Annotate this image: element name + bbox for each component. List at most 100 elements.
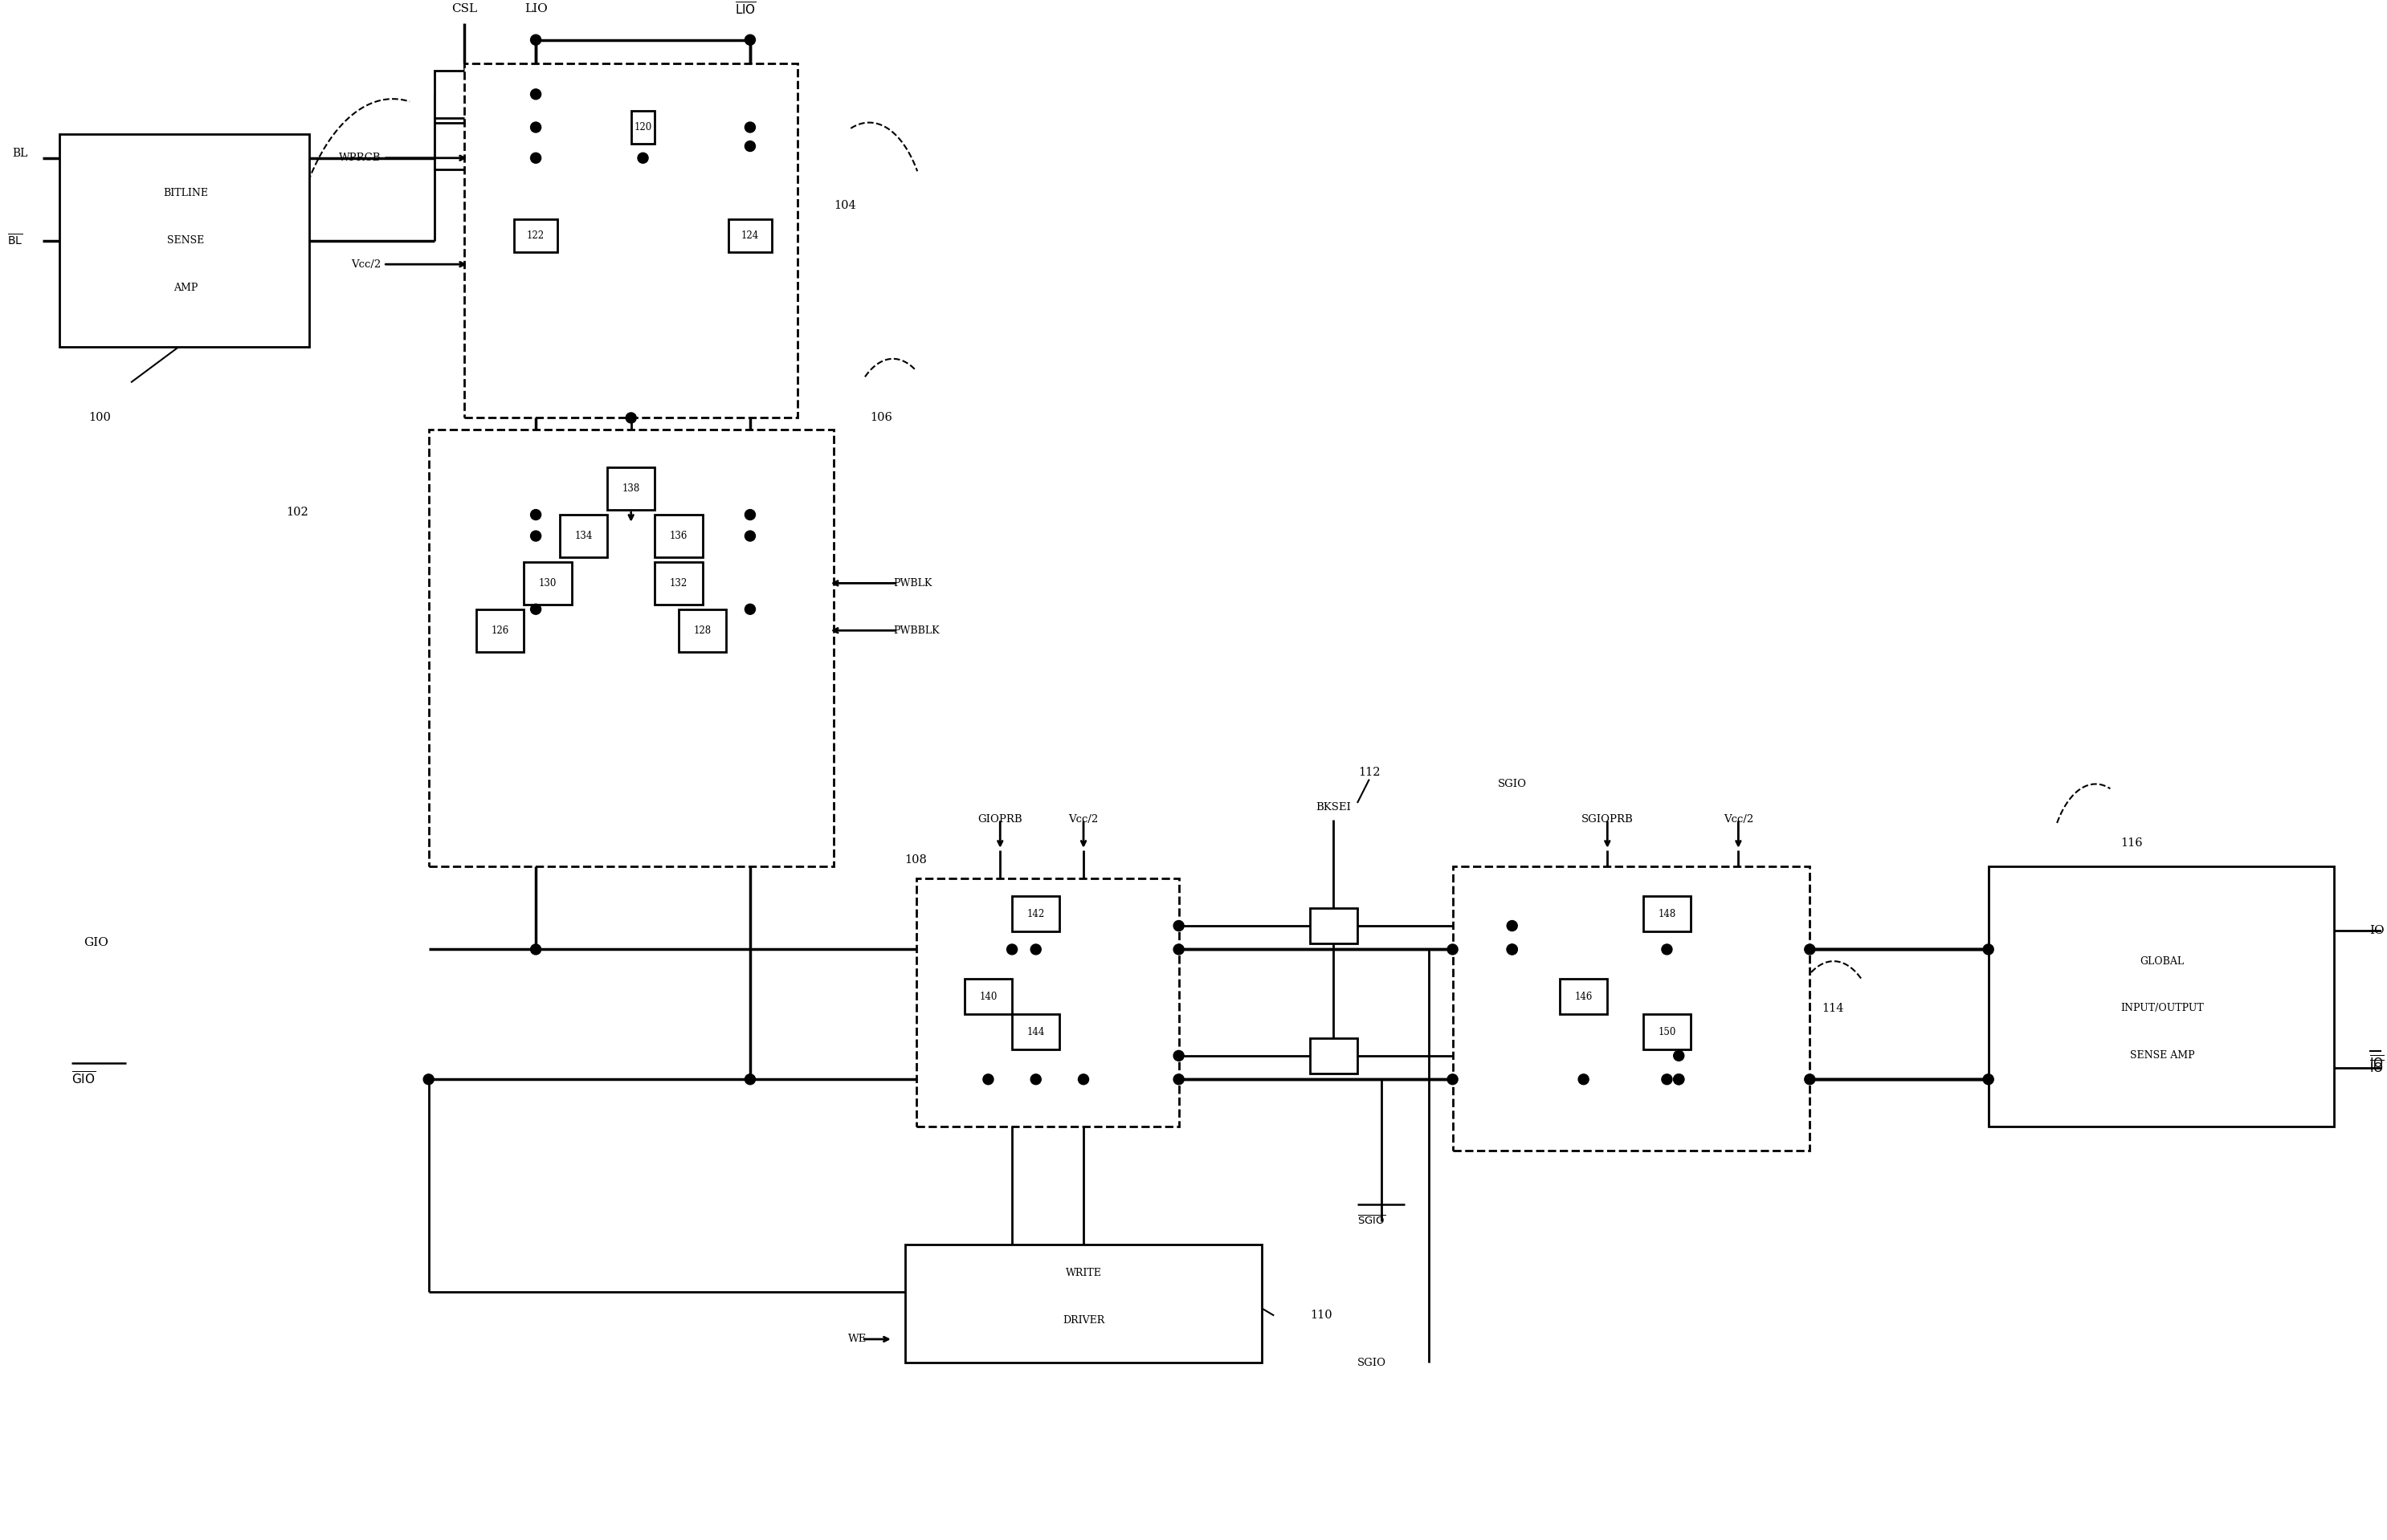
- Circle shape: [745, 510, 754, 521]
- Text: 140: 140: [979, 992, 998, 1003]
- Text: 134: 134: [575, 531, 592, 541]
- Circle shape: [1031, 1073, 1041, 1084]
- Text: SGIOPRB: SGIOPRB: [1580, 815, 1633, 825]
- Text: 102: 102: [286, 507, 308, 517]
- Bar: [917, 878, 1179, 1127]
- Bar: [523, 562, 570, 605]
- Text: INPUT/OUTPUT: INPUT/OUTPUT: [2120, 1003, 2203, 1013]
- Text: 114: 114: [1821, 1003, 1843, 1013]
- Text: Vcc/2: Vcc/2: [351, 259, 382, 270]
- Circle shape: [745, 1073, 754, 1084]
- Circle shape: [745, 531, 754, 541]
- Circle shape: [1506, 921, 1518, 932]
- Text: 148: 148: [1659, 909, 1676, 919]
- Bar: [465, 63, 797, 417]
- Circle shape: [1174, 1073, 1184, 1084]
- Text: $\overline{\rm LIO}$: $\overline{\rm LIO}$: [735, 2, 757, 17]
- Text: BL: BL: [12, 148, 29, 159]
- Circle shape: [530, 122, 542, 132]
- Bar: [1454, 867, 1809, 1150]
- Text: 106: 106: [869, 413, 893, 424]
- Bar: [434, 71, 494, 119]
- Bar: [513, 219, 556, 253]
- Text: 146: 146: [1575, 992, 1592, 1003]
- Text: PWBLK: PWBLK: [893, 578, 931, 588]
- Bar: [654, 562, 702, 605]
- Circle shape: [745, 142, 754, 151]
- Bar: [1642, 1015, 1690, 1050]
- Bar: [1310, 1038, 1358, 1073]
- Text: GIOPRB: GIOPRB: [979, 815, 1022, 825]
- Bar: [477, 610, 523, 651]
- Text: WE: WE: [847, 1334, 866, 1344]
- Bar: [1988, 867, 2334, 1127]
- Circle shape: [625, 413, 637, 424]
- Bar: [1012, 896, 1060, 932]
- Circle shape: [745, 35, 754, 45]
- Circle shape: [530, 89, 542, 100]
- Circle shape: [745, 604, 754, 614]
- Circle shape: [422, 1073, 434, 1084]
- Bar: [430, 430, 833, 867]
- Text: BITLINE: BITLINE: [162, 188, 208, 199]
- Circle shape: [745, 122, 754, 132]
- Bar: [559, 514, 606, 557]
- Text: GLOBAL: GLOBAL: [2141, 956, 2184, 967]
- Bar: [630, 111, 654, 143]
- Circle shape: [1984, 944, 1993, 955]
- Text: $\overline{\rm IO}$: $\overline{\rm IO}$: [2370, 1060, 2385, 1075]
- Text: SGIO: SGIO: [1497, 779, 1528, 788]
- Text: 110: 110: [1310, 1311, 1332, 1321]
- Text: $\overline{\rm GIO}$: $\overline{\rm GIO}$: [72, 1072, 95, 1087]
- Bar: [1559, 979, 1606, 1015]
- Text: 104: 104: [833, 200, 857, 211]
- Circle shape: [530, 531, 542, 541]
- Text: Vcc/2: Vcc/2: [1069, 815, 1098, 825]
- Bar: [678, 610, 726, 651]
- Circle shape: [1506, 944, 1518, 955]
- Text: SENSE AMP: SENSE AMP: [2129, 1050, 2194, 1061]
- Text: DRIVER: DRIVER: [1062, 1315, 1105, 1326]
- Text: IO: IO: [2370, 926, 2385, 936]
- Circle shape: [1174, 921, 1184, 932]
- Circle shape: [1447, 944, 1458, 955]
- Text: 108: 108: [905, 855, 926, 865]
- Circle shape: [1079, 1073, 1088, 1084]
- Text: 120: 120: [635, 122, 652, 132]
- Text: 124: 124: [742, 231, 759, 242]
- Text: WPRCB: WPRCB: [339, 152, 382, 163]
- Text: GIO: GIO: [84, 936, 107, 949]
- Bar: [654, 514, 702, 557]
- Text: 112: 112: [1358, 767, 1380, 778]
- Circle shape: [1673, 1073, 1685, 1084]
- Text: 136: 136: [671, 531, 687, 541]
- Text: 130: 130: [539, 578, 556, 588]
- Circle shape: [1447, 1073, 1458, 1084]
- Text: 100: 100: [88, 413, 112, 424]
- Bar: [434, 123, 494, 169]
- Text: SENSE: SENSE: [167, 236, 205, 246]
- Bar: [60, 134, 310, 346]
- Bar: [728, 219, 771, 253]
- Circle shape: [1174, 944, 1184, 955]
- Text: 138: 138: [623, 484, 640, 494]
- Text: PWBBLK: PWBBLK: [893, 625, 938, 636]
- Circle shape: [1661, 1073, 1673, 1084]
- Bar: [606, 468, 654, 510]
- Bar: [964, 979, 1012, 1015]
- Circle shape: [530, 510, 542, 521]
- Text: $\overline{\rm IO}$: $\overline{\rm IO}$: [2370, 1055, 2385, 1070]
- Circle shape: [1031, 944, 1041, 955]
- Bar: [1012, 1015, 1060, 1050]
- Text: LIO: LIO: [525, 3, 547, 15]
- Circle shape: [1673, 1050, 1685, 1061]
- Text: 126: 126: [492, 625, 508, 636]
- Circle shape: [983, 1073, 993, 1084]
- Text: WRITE: WRITE: [1065, 1267, 1100, 1278]
- Circle shape: [1506, 944, 1518, 955]
- Text: CSL: CSL: [451, 3, 477, 15]
- Bar: [1642, 896, 1690, 932]
- Circle shape: [1661, 944, 1673, 955]
- Text: 150: 150: [1659, 1027, 1676, 1038]
- Circle shape: [530, 944, 542, 955]
